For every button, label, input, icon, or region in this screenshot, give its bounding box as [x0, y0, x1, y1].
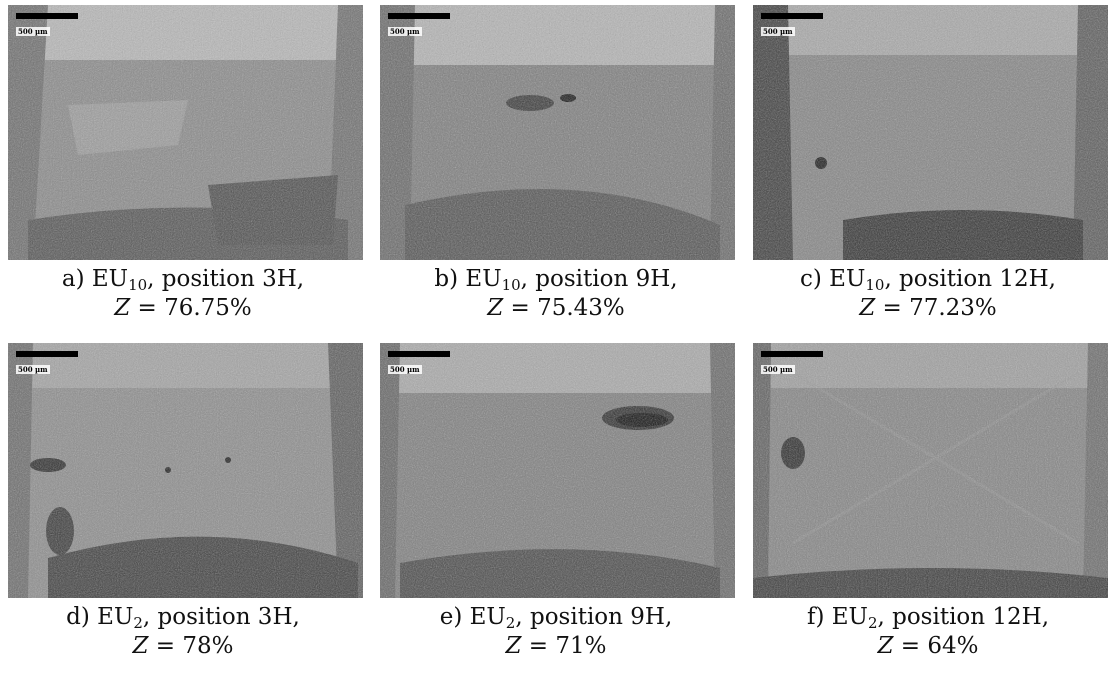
- scale-bar: 500 µm: [388, 351, 450, 376]
- fracture-surface-a: [8, 5, 363, 260]
- sem-image-f: 500 µm: [753, 343, 1108, 598]
- scale-bar: 500 µm: [761, 351, 823, 376]
- fracture-surface-d: [8, 343, 363, 598]
- scale-bar: 500 µm: [761, 13, 823, 38]
- caption-f: f) EU2, position 12H, Z = 64%: [806, 604, 1050, 659]
- scale-bar: 500 µm: [16, 351, 78, 376]
- sem-image-e: 500 µm: [380, 343, 735, 598]
- sem-image-b: 500 µm: [380, 5, 735, 260]
- scale-bar: 500 µm: [16, 13, 78, 38]
- scale-bar: 500 µm: [388, 13, 450, 38]
- caption-c: c) EU10, position 12H, Z = 77.23%: [800, 266, 1056, 321]
- sem-image-c: 500 µm: [753, 5, 1108, 260]
- sem-image-a: 500 µm: [8, 5, 363, 260]
- caption-a: a) EU10, position 3H, Z = 76.75%: [61, 266, 305, 321]
- caption-d: d) EU2, position 3H, Z = 78%: [66, 604, 300, 659]
- caption-b: b) EU10, position 9H, Z = 75.43%: [434, 266, 678, 321]
- fracture-surface-c: [753, 5, 1108, 260]
- caption-e: e) EU2, position 9H, Z = 71%: [439, 604, 673, 659]
- fracture-surface-f: [753, 343, 1108, 598]
- sem-image-d: 500 µm: [8, 343, 363, 598]
- fracture-surface-b: [380, 5, 735, 260]
- fracture-surface-e: [380, 343, 735, 598]
